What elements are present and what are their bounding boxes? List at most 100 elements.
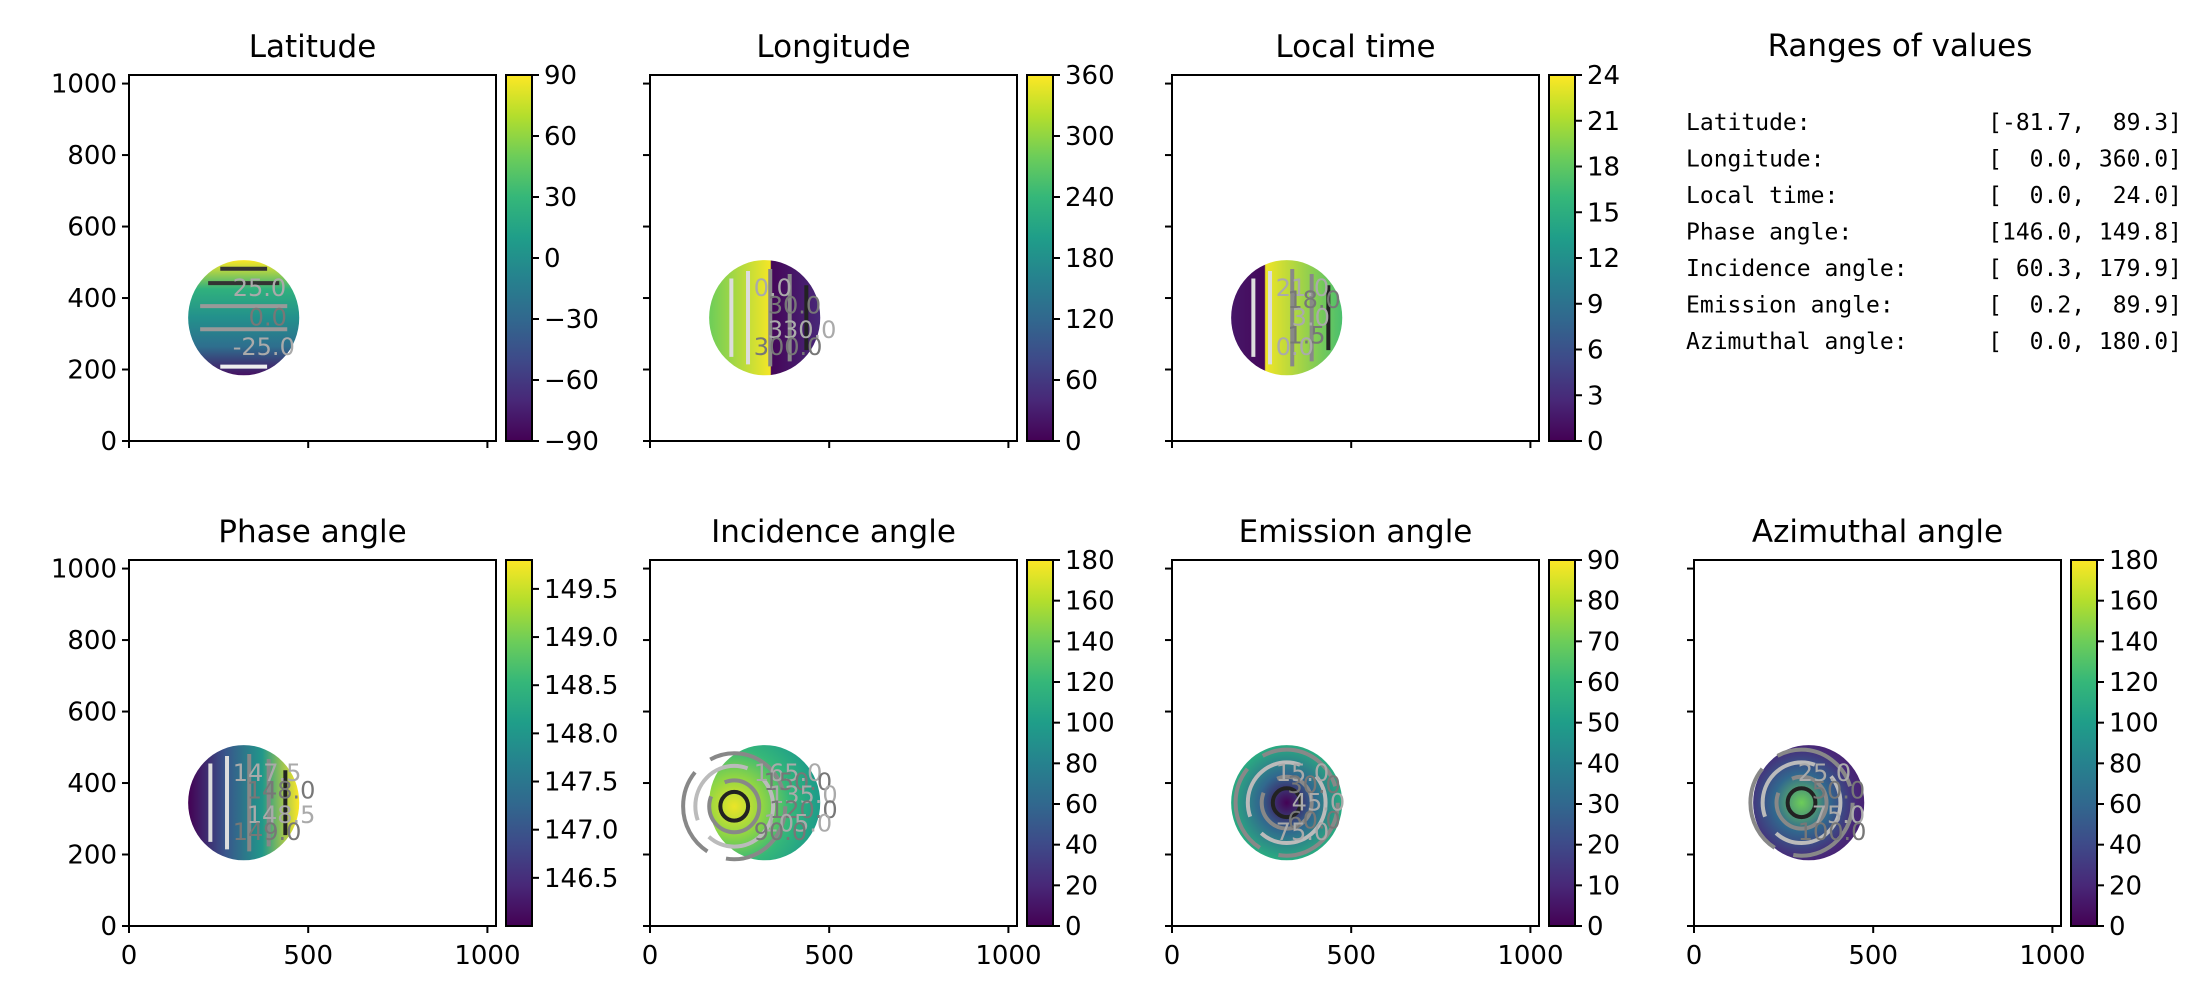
x-tick-label: 1000 bbox=[454, 941, 520, 971]
colorbar-tick-label: 20 bbox=[1587, 831, 1620, 861]
colorbar-tick-label: 0 bbox=[1587, 912, 1604, 942]
contour-line bbox=[1748, 747, 1855, 858]
contour-label: 165.0 bbox=[754, 759, 823, 787]
colorbar bbox=[1026, 559, 1054, 927]
colorbar bbox=[1548, 559, 1576, 927]
planet-disk bbox=[1231, 260, 1343, 376]
contour-label: 149.0 bbox=[233, 818, 302, 846]
colorbar-tick-label: 12 bbox=[1587, 244, 1620, 274]
colorbar-tick-label: 70 bbox=[1587, 627, 1620, 657]
ranges-panel: Ranges of values Latitude: [-81.7, 89.3] L… bbox=[1686, 28, 2182, 355]
y-tick-label: 800 bbox=[67, 141, 117, 171]
x-tick-label: 0 bbox=[1164, 941, 1181, 971]
colorbar-tick-label: 180 bbox=[1065, 244, 1115, 274]
colorbar-tick-label: 180 bbox=[2109, 546, 2159, 576]
axes-frame bbox=[649, 74, 1018, 442]
colorbar-tick-label: 90 bbox=[1587, 546, 1620, 576]
colorbar-tick-label: 80 bbox=[1587, 587, 1620, 617]
y-tick-label: 800 bbox=[67, 626, 117, 656]
range-value: [146.0, 149.8] bbox=[1988, 220, 2182, 246]
contour-label: -25.0 bbox=[233, 333, 295, 361]
ranges-title: Ranges of values bbox=[1768, 28, 2033, 64]
colorbar-tick-label: 30 bbox=[1587, 790, 1620, 820]
contour-label: 18.0 bbox=[1287, 286, 1340, 314]
panel-latitude: Latitude25.00.0-25.002004006008001000−90… bbox=[51, 29, 599, 457]
contours bbox=[1251, 268, 1331, 367]
colorbar-tick-label: 120 bbox=[1065, 668, 1115, 698]
contour-labels: 15.030.045.060.075.0 bbox=[1276, 759, 1345, 846]
colorbar-tick-label: 60 bbox=[1065, 366, 1098, 396]
colorbar-tick-label: 80 bbox=[2109, 749, 2142, 779]
contour-label: 30.0 bbox=[1287, 771, 1340, 799]
colorbar-tick-label: 0 bbox=[1065, 912, 1082, 942]
panel-title: Azimuthal angle bbox=[1752, 514, 2003, 550]
contour-label: 30.0 bbox=[768, 291, 821, 319]
contour-line bbox=[681, 751, 788, 862]
colorbar-tick-label: 40 bbox=[1587, 749, 1620, 779]
colorbar bbox=[1026, 74, 1054, 442]
colorbar-tick-label: 300 bbox=[1065, 122, 1115, 152]
range-value: [-81.7, 89.3] bbox=[1988, 110, 2182, 136]
contour-label: 148.0 bbox=[247, 776, 316, 804]
contours bbox=[200, 266, 288, 369]
x-tick-label: 1000 bbox=[975, 941, 1041, 971]
y-tick-label: 400 bbox=[67, 769, 117, 799]
colorbar-tick-label: 147.5 bbox=[544, 768, 618, 798]
range-label: Phase angle: bbox=[1686, 220, 1852, 246]
colorbar-tick-label: −60 bbox=[544, 366, 599, 396]
contour-label: 25.0 bbox=[1798, 759, 1851, 787]
colorbar-tick-label: 30 bbox=[544, 183, 577, 213]
contour-label: 60.0 bbox=[1287, 807, 1340, 835]
colorbar-tick-label: −30 bbox=[544, 305, 599, 335]
contour-label: 100.0 bbox=[1798, 818, 1867, 846]
colorbar-tick-label: 180 bbox=[1065, 546, 1115, 576]
planet-disk bbox=[1753, 745, 1865, 861]
planet-disk bbox=[188, 260, 300, 376]
contour-label: 1.5 bbox=[1287, 322, 1325, 350]
contours bbox=[208, 753, 288, 852]
colorbar-tick-label: 20 bbox=[2109, 871, 2142, 901]
contour-label: 0.0 bbox=[249, 304, 287, 332]
colorbar-tick-label: 10 bbox=[1587, 871, 1620, 901]
colorbar-tick-label: 240 bbox=[1065, 183, 1115, 213]
contour-line bbox=[693, 763, 776, 849]
contour-label: 75.0 bbox=[1276, 818, 1329, 846]
range-label: Local time: bbox=[1686, 183, 1838, 209]
contour-label: 135.0 bbox=[769, 781, 838, 809]
colorbar-tick-label: 21 bbox=[1587, 107, 1620, 137]
contour-label: 120.0 bbox=[769, 796, 838, 824]
x-tick-label: 500 bbox=[1326, 941, 1376, 971]
contour-label: 3.0 bbox=[1292, 304, 1330, 332]
colorbar-tick-label: 40 bbox=[1065, 831, 1098, 861]
y-tick-label: 200 bbox=[67, 356, 117, 386]
colorbar-tick-label: −90 bbox=[544, 427, 599, 457]
contour-line bbox=[1233, 747, 1340, 858]
colorbar-tick-label: 0 bbox=[1065, 427, 1082, 457]
colorbar-tick-label: 3 bbox=[1587, 381, 1604, 411]
contours bbox=[681, 751, 788, 862]
colorbar-tick-label: 40 bbox=[2109, 831, 2142, 861]
contour-line bbox=[1270, 786, 1303, 820]
range-label: Incidence angle: bbox=[1686, 256, 1908, 282]
axes-frame bbox=[128, 74, 497, 442]
colorbar-tick-label: 90 bbox=[544, 61, 577, 91]
range-value: [ 0.0, 180.0] bbox=[1988, 329, 2182, 355]
range-label: Azimuthal angle: bbox=[1686, 329, 1908, 355]
contour-label: 105.0 bbox=[763, 810, 832, 838]
colorbar-tick-label: 80 bbox=[1065, 749, 1098, 779]
colorbar-tick-label: 60 bbox=[2109, 790, 2142, 820]
y-tick-label: 600 bbox=[67, 698, 117, 728]
colorbar-tick-label: 148.0 bbox=[544, 719, 618, 749]
y-tick-label: 0 bbox=[100, 427, 117, 457]
axes-frame bbox=[649, 559, 1018, 927]
contour-line bbox=[707, 778, 762, 835]
colorbar-tick-label: 160 bbox=[1065, 587, 1115, 617]
x-tick-label: 500 bbox=[283, 941, 333, 971]
colorbar-tick-label: 360 bbox=[1065, 61, 1115, 91]
axes-frame bbox=[1171, 74, 1540, 442]
